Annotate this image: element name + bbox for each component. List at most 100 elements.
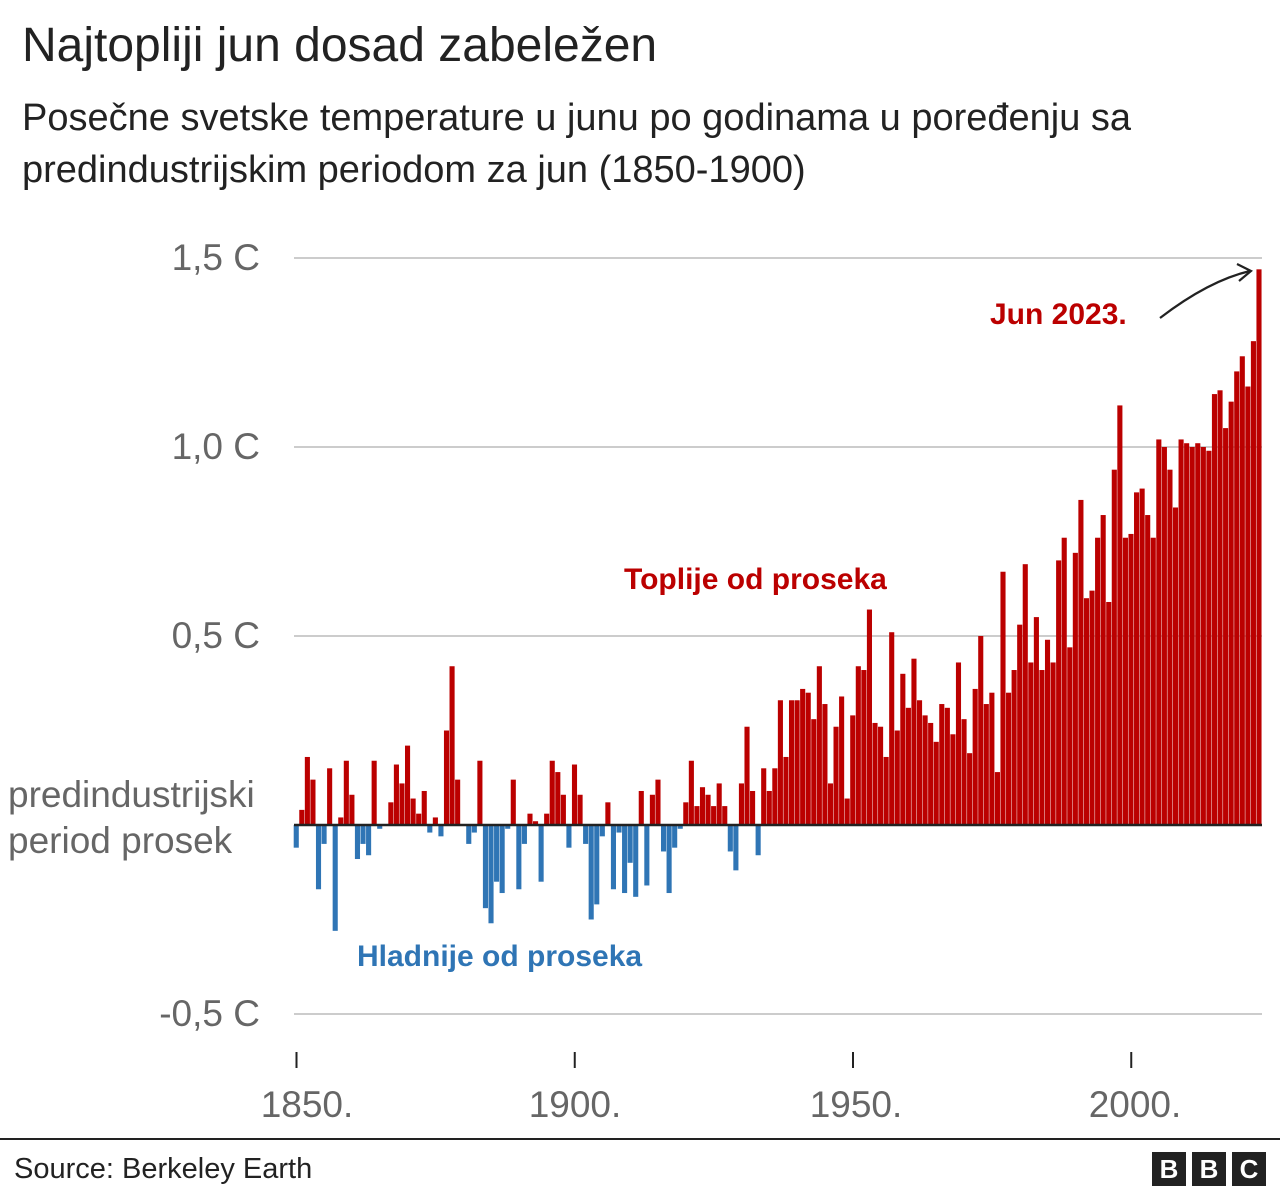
bar-1989 bbox=[1067, 647, 1073, 825]
bar-1955 bbox=[878, 726, 884, 825]
bar-1956 bbox=[883, 756, 889, 825]
bar-1918 bbox=[672, 825, 678, 848]
bar-1957 bbox=[889, 632, 895, 825]
bar-2020 bbox=[1239, 356, 1245, 825]
bar-1859 bbox=[343, 760, 349, 825]
bar-1967 bbox=[944, 707, 950, 825]
bar-1932 bbox=[750, 790, 756, 825]
bar-1899 bbox=[566, 825, 572, 848]
bar-1963 bbox=[922, 715, 928, 825]
bar-1950 bbox=[850, 715, 856, 825]
bar-2023 bbox=[1256, 269, 1262, 826]
bar-1885 bbox=[488, 825, 494, 924]
bar-1980 bbox=[1017, 624, 1023, 825]
bar-1979 bbox=[1011, 670, 1017, 825]
bar-1926 bbox=[716, 783, 722, 825]
bar-1938 bbox=[783, 756, 789, 825]
bar-1896 bbox=[549, 760, 555, 825]
bar-1904 bbox=[594, 825, 600, 905]
baseline-label-line: predindustrijski bbox=[8, 774, 255, 815]
bar-1924 bbox=[705, 794, 711, 825]
bar-1874 bbox=[427, 825, 433, 833]
bar-2013 bbox=[1200, 447, 1206, 825]
bar-1962 bbox=[916, 700, 923, 825]
bar-1881 bbox=[466, 825, 472, 844]
bar-1857 bbox=[332, 825, 338, 931]
bar-1858 bbox=[338, 817, 344, 825]
bar-1877 bbox=[443, 730, 450, 825]
bar-1960 bbox=[905, 707, 911, 825]
bar-1998 bbox=[1117, 405, 1123, 825]
bar-2014 bbox=[1206, 450, 1212, 825]
bar-1853 bbox=[310, 779, 316, 825]
bar-1868 bbox=[393, 764, 399, 825]
record-arrow-head bbox=[1236, 263, 1253, 282]
bar-1887 bbox=[499, 825, 505, 894]
bar-1919 bbox=[677, 825, 683, 829]
bar-2017 bbox=[1223, 428, 1229, 825]
bar-1994 bbox=[1095, 537, 1101, 825]
baseline-label-line: period prosek bbox=[8, 820, 233, 861]
bar-1914 bbox=[649, 794, 655, 825]
bar-2015 bbox=[1211, 394, 1218, 825]
logo-letter: B bbox=[1192, 1152, 1226, 1186]
chart-title: Najtopliji jun dosad zabeležen bbox=[22, 19, 658, 72]
bar-1943 bbox=[811, 719, 817, 825]
bar-1974 bbox=[983, 704, 989, 825]
bar-1999 bbox=[1122, 537, 1128, 825]
bar-1931 bbox=[744, 726, 750, 825]
bar-1860 bbox=[349, 794, 355, 825]
bar-1908 bbox=[616, 825, 622, 833]
bar-1925 bbox=[711, 806, 717, 825]
bar-1997 bbox=[1111, 469, 1117, 825]
bar-1995 bbox=[1100, 515, 1106, 825]
y-tick-label: -0,5 C bbox=[159, 993, 260, 1034]
bar-1905 bbox=[599, 825, 605, 837]
bar-1929 bbox=[733, 825, 739, 871]
bar-1969 bbox=[955, 662, 962, 825]
bar-2004 bbox=[1150, 537, 1156, 825]
bar-2006 bbox=[1161, 447, 1167, 825]
bar-1958 bbox=[894, 730, 900, 825]
bar-1982 bbox=[1028, 662, 1034, 825]
bar-1928 bbox=[727, 825, 733, 852]
bar-1851 bbox=[299, 809, 305, 825]
bar-1945 bbox=[822, 704, 828, 825]
bar-1869 bbox=[399, 783, 405, 825]
bar-1894 bbox=[538, 825, 544, 882]
bar-2009 bbox=[1178, 439, 1184, 825]
bar-1900 bbox=[571, 764, 578, 825]
bar-1993 bbox=[1089, 590, 1095, 825]
bar-1902 bbox=[583, 825, 589, 844]
x-tick-label: 1850. bbox=[260, 1084, 354, 1125]
bar-1876 bbox=[438, 825, 444, 837]
bar-2008 bbox=[1172, 507, 1179, 825]
bar-1977 bbox=[1000, 571, 1006, 825]
bar-1935 bbox=[766, 790, 772, 825]
record-arrow bbox=[1159, 269, 1251, 319]
bar-1871 bbox=[410, 798, 416, 825]
bar-2016 bbox=[1217, 390, 1223, 825]
bar-1992 bbox=[1083, 598, 1090, 825]
bar-1861 bbox=[354, 825, 361, 860]
source-note: Source: Berkeley Earth bbox=[14, 1153, 313, 1185]
bar-1854 bbox=[315, 825, 322, 890]
bar-1953 bbox=[866, 609, 872, 825]
bar-2022 bbox=[1250, 341, 1256, 825]
x-tick-label: 2000. bbox=[1088, 1084, 1182, 1125]
bar-1903 bbox=[588, 825, 594, 920]
bar-1884 bbox=[482, 825, 489, 909]
bar-1987 bbox=[1056, 560, 1062, 825]
bar-1986 bbox=[1050, 662, 1056, 825]
bar-1911 bbox=[633, 825, 639, 897]
bar-1893 bbox=[532, 821, 539, 825]
bar-1972 bbox=[972, 688, 978, 825]
bar-1901 bbox=[577, 794, 583, 825]
bar-2003 bbox=[1145, 515, 1151, 825]
bar-1941 bbox=[800, 688, 806, 825]
bar-1862 bbox=[360, 825, 366, 844]
bar-2007 bbox=[1167, 469, 1173, 825]
bar-1883 bbox=[477, 760, 483, 825]
bar-1865 bbox=[377, 825, 383, 829]
bar-2011 bbox=[1189, 447, 1195, 825]
